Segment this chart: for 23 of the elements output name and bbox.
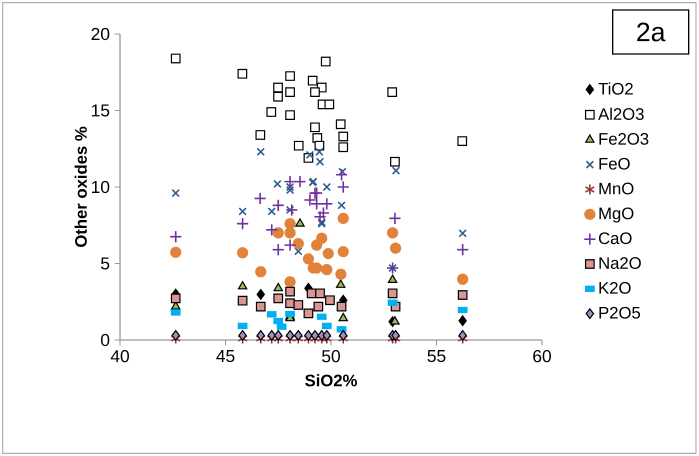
text: 2a xyxy=(637,22,666,42)
x-tick-label: 50 xyxy=(322,350,340,362)
legend-label: Al2O3 xyxy=(598,108,644,120)
y-tick-label: 5 xyxy=(101,257,110,270)
y-tick-label: 0 xyxy=(100,334,110,346)
x-tick-label: 60 xyxy=(533,350,551,362)
x-tick-label: 40 xyxy=(110,350,129,362)
y-tick-label: 10 xyxy=(92,180,110,194)
legend-label: CaO xyxy=(598,232,632,244)
y-axis-title: Other oxides % xyxy=(74,126,87,247)
legend-label: P2O5 xyxy=(599,306,640,319)
y-tick-label: 15 xyxy=(92,104,110,117)
x-axis-title: SiO2% xyxy=(305,374,357,386)
legend-label: Fe2O3 xyxy=(599,133,648,145)
x-tick-label: 55 xyxy=(428,350,446,362)
x-tick-label: 45 xyxy=(216,350,234,362)
legend-label: FeO xyxy=(599,158,630,170)
y-tick-label: 20 xyxy=(92,28,110,40)
legend-label: MgO xyxy=(599,208,634,223)
legend-label: MnO xyxy=(599,182,634,194)
legend-label: K2O xyxy=(599,282,631,294)
legend-label: Na2O xyxy=(599,257,641,269)
legend-label: TiO2 xyxy=(598,82,633,95)
